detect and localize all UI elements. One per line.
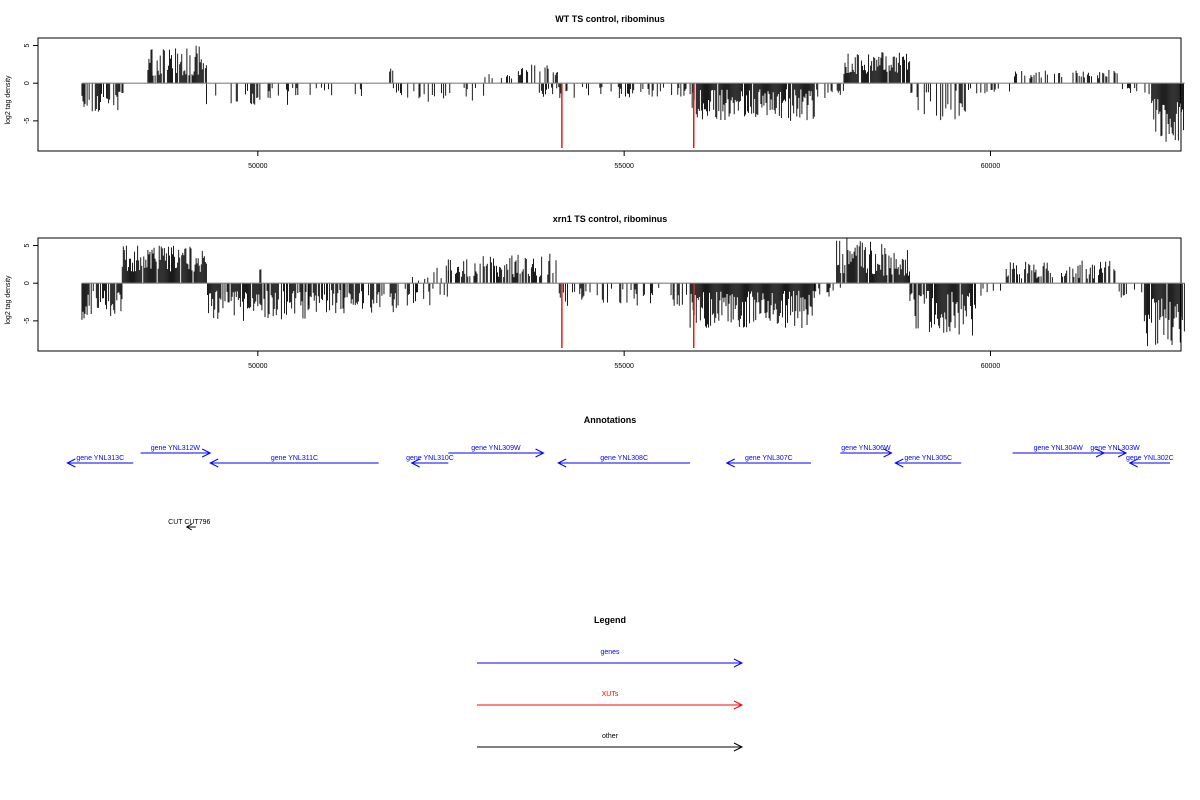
- gene-feature: gene YNL306W: [840, 445, 893, 458]
- y-axis-label: log2 tag density: [5, 75, 12, 125]
- legend: Legend genes XUTs other: [477, 615, 744, 752]
- y-tick-label: 5: [24, 43, 31, 47]
- legend-arrow-head: [733, 658, 744, 668]
- gene-feature: gene YNL312W: [140, 445, 212, 458]
- plot-frame: [37, 237, 1182, 352]
- density-bars: [81, 238, 1185, 347]
- arrow-head: [201, 448, 212, 458]
- gene-feature: gene YNL308C: [557, 455, 691, 468]
- x-tick-label: 60000: [981, 363, 1001, 370]
- feature-label: gene YNL305C: [904, 455, 952, 462]
- x-tick-label: 55000: [614, 163, 634, 170]
- y-tick-label: 0: [24, 281, 31, 285]
- xut-markers: [561, 283, 695, 348]
- gene-feature: gene YNL310C: [406, 455, 454, 468]
- arrow-head: [883, 448, 893, 458]
- legend-label: XUTs: [602, 691, 619, 698]
- feature-label: gene YNL304W: [1034, 445, 1084, 452]
- arrow-head: [209, 458, 219, 468]
- x-axis: 50000 55000 60000: [248, 151, 1000, 170]
- y-tick-label: 5: [24, 243, 31, 247]
- y-axis: -5 0 5: [24, 43, 38, 124]
- feature-label: gene YNL308C: [600, 455, 648, 462]
- legend-arrow-head: [733, 742, 744, 752]
- feature-label: gene YNL306W: [841, 445, 891, 452]
- density-bars: [81, 45, 1184, 142]
- y-tick-label: -5: [24, 118, 31, 124]
- gene-feature: gene YNL309W: [448, 445, 545, 458]
- arrow-head: [1117, 448, 1128, 458]
- gene-feature: gene YNL307C: [725, 455, 811, 468]
- panel-title: xrn1 TS control, ribominus: [553, 214, 668, 224]
- feature-label: CUT CUT796: [168, 519, 210, 526]
- legend-item: XUTs: [477, 691, 744, 710]
- legend-item: other: [477, 733, 744, 752]
- gene-feature: gene YNL305C: [894, 455, 962, 468]
- arrow-head: [410, 458, 420, 468]
- wt-density-panel: WT TS control, ribominus -5 0 5 50000 55000…: [5, 14, 1185, 170]
- legend-label: other: [602, 733, 619, 740]
- xut-markers: [561, 83, 695, 148]
- arrow-head: [66, 458, 76, 468]
- arrow-head: [894, 458, 904, 468]
- gene-feature: gene YNL302C: [1126, 455, 1174, 468]
- plot-frame: [37, 37, 1182, 152]
- arrow-head: [557, 458, 567, 468]
- y-axis: -5 0 5: [24, 243, 38, 324]
- legend-item: genes: [477, 649, 744, 668]
- legend-title: Legend: [594, 615, 626, 625]
- x-tick-label: 50000: [248, 163, 268, 170]
- y-axis-label: log2 tag density: [5, 275, 12, 325]
- feature-label: gene YNL310C: [406, 455, 454, 462]
- x-tick-label: 55000: [614, 363, 634, 370]
- other-feature: CUT CUT796: [168, 519, 211, 531]
- x-axis: 50000 55000 60000: [248, 351, 1000, 370]
- feature-label: gene YNL311C: [271, 455, 318, 462]
- legend-label: genes: [600, 649, 620, 656]
- feature-label: gene YNL307C: [745, 455, 793, 462]
- gene-feature: gene YNL313C: [66, 455, 134, 468]
- x-tick-label: 60000: [981, 163, 1001, 170]
- feature-label: gene YNL313C: [76, 455, 124, 462]
- arrow-head: [1128, 458, 1138, 468]
- arrow-head: [185, 523, 192, 531]
- other-features: CUT CUT796: [168, 519, 211, 531]
- feature-label: gene YNL309W: [471, 445, 521, 452]
- gene-feature: gene YNL311C: [209, 455, 379, 468]
- feature-label: gene YNL312W: [151, 445, 201, 452]
- legend-items: genes XUTs other: [477, 649, 744, 752]
- y-tick-label: -5: [24, 318, 31, 324]
- xrn1-density-panel: xrn1 TS control, ribominus -5 0 5 50000 550…: [5, 214, 1185, 370]
- arrow-head: [535, 448, 545, 458]
- arrow-head: [725, 458, 735, 468]
- feature-label: gene YNL303W: [1090, 445, 1140, 452]
- feature-label: gene YNL302C: [1126, 455, 1174, 462]
- gene-feature: gene YNL303W: [1090, 445, 1140, 458]
- annotations-title: Annotations: [584, 415, 637, 425]
- panel-title: WT TS control, ribominus: [555, 14, 665, 24]
- y-tick-label: 0: [24, 81, 31, 85]
- legend-arrow-head: [733, 700, 744, 710]
- gene-features: gene YNL313C gene YNL312W gene YNL311C gene…: [66, 445, 1174, 468]
- x-tick-label: 50000: [248, 363, 268, 370]
